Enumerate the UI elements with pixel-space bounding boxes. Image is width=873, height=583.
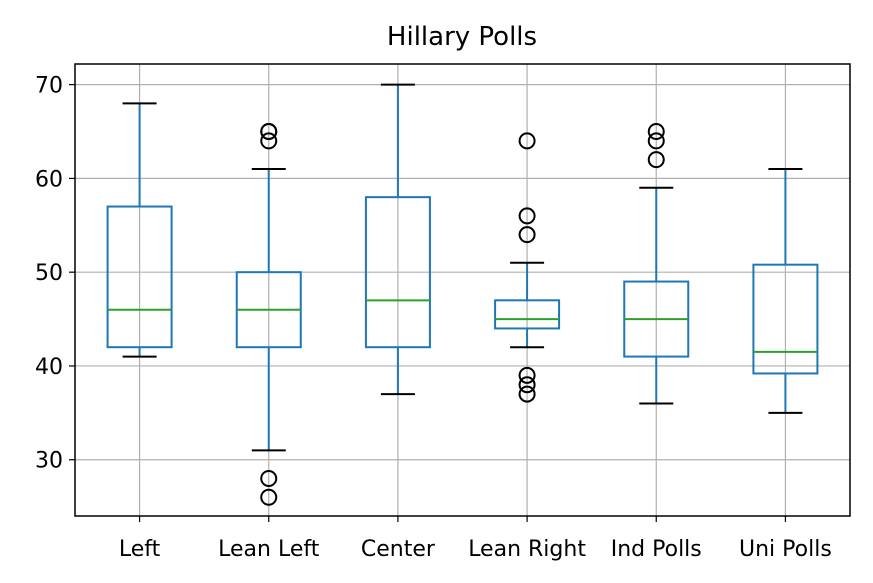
outlier-point (518, 366, 536, 384)
outlier-point (260, 488, 278, 506)
outlier-point (260, 469, 278, 487)
box-uni-polls (752, 168, 819, 414)
y-tick-label: 40 (35, 355, 63, 380)
box-lean-left (235, 123, 302, 506)
outlier-point (518, 132, 536, 150)
outlier-point (260, 132, 278, 150)
outlier-point (518, 376, 536, 394)
y-tick-label: 70 (35, 74, 63, 99)
box-series (106, 83, 819, 506)
iqr-box (752, 263, 819, 375)
x-tick-label: Lean Left (218, 537, 320, 562)
x-tick-label: Lean Right (468, 537, 586, 562)
outlier-point (518, 226, 536, 244)
grid-lines (75, 64, 850, 516)
iqr-box (364, 196, 431, 349)
outlier-point (518, 385, 536, 403)
iqr-box (494, 299, 561, 330)
x-tick-label: Center (361, 537, 436, 562)
box-left (106, 102, 173, 358)
box-center (364, 83, 431, 396)
outlier-point (518, 207, 536, 225)
outlier-point (647, 123, 665, 141)
x-axis: Left Lean Left Center Lean Right Ind Polls Un… (119, 516, 832, 562)
y-tick-label: 50 (35, 261, 63, 286)
x-tick-label: Left (119, 537, 161, 562)
outlier-point (647, 151, 665, 169)
x-tick-label: Uni Polls (739, 537, 832, 562)
outlier-point (260, 123, 278, 141)
y-tick-label: 60 (35, 167, 63, 192)
y-tick-label: 30 (35, 449, 63, 474)
iqr-box (106, 205, 173, 349)
y-axis: 30 40 50 60 70 (35, 74, 75, 474)
box-ind-polls (623, 123, 690, 405)
outlier-point (647, 132, 665, 150)
box-lean-right (494, 132, 561, 403)
plot-area-frame (74, 63, 851, 517)
chart-title: Hillary Polls (387, 22, 537, 52)
x-tick-label: Ind Polls (611, 537, 702, 562)
